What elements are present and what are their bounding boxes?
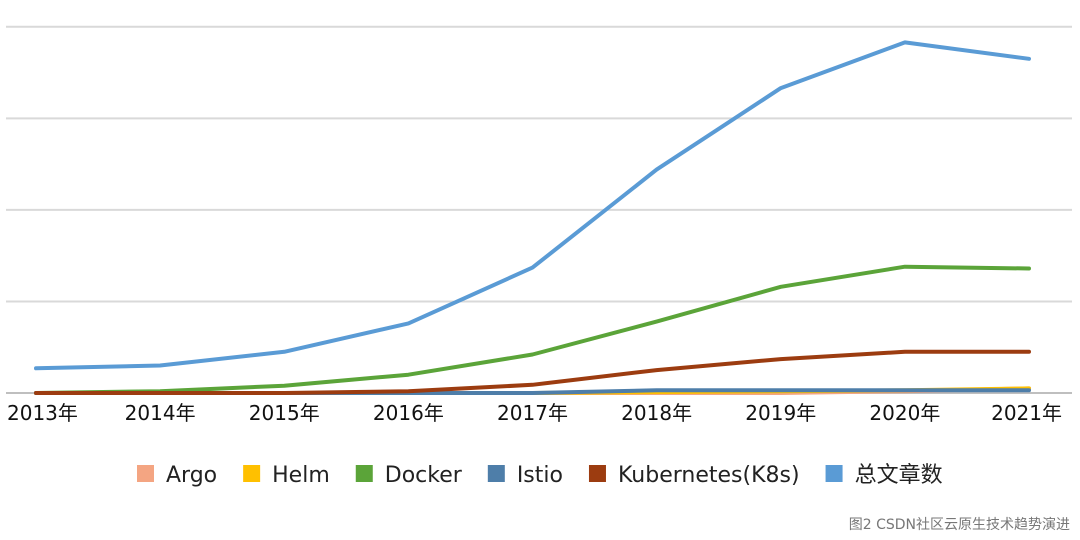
- legend-item: 总文章数: [825, 463, 943, 488]
- series-lines: [34, 40, 1031, 395]
- x-tick-label: 2015年: [249, 401, 320, 425]
- x-tick-label: 2013年: [7, 401, 78, 425]
- legend-label: Helm: [272, 463, 330, 488]
- legend-label: Docker: [385, 463, 463, 488]
- legend-label: Istio: [517, 463, 563, 488]
- legend-item: Argo: [137, 463, 217, 488]
- series-line-4: [34, 349, 1031, 395]
- legend-item: Docker: [355, 463, 463, 488]
- x-tick-label: 2014年: [125, 401, 196, 425]
- x-tick-label: 2021年: [991, 401, 1062, 425]
- legend-swatch: [243, 465, 261, 482]
- legend-label: Argo: [166, 463, 217, 488]
- legend-item: Istio: [487, 463, 563, 488]
- figure-caption: 图2 CSDN社区云原生技术趋势演进: [848, 517, 1070, 533]
- x-tick-label: 2016年: [373, 401, 444, 425]
- legend-item: Helm: [243, 463, 330, 488]
- legend-swatch: [487, 465, 505, 482]
- x-tick-label: 2019年: [745, 401, 816, 425]
- legend-swatch: [825, 465, 843, 482]
- legend-label: 总文章数: [855, 463, 943, 488]
- legend-swatch: [355, 465, 373, 482]
- series-line-5: [34, 40, 1031, 371]
- legend-item: Kubernetes(K8s): [588, 463, 800, 488]
- gridlines: [6, 25, 1072, 394]
- legend: Argo Helm Docker Istio Kubernetes(K8s) 总文章数: [137, 463, 943, 488]
- series-line-2: [34, 264, 1031, 395]
- legend-label: Kubernetes(K8s): [618, 463, 800, 488]
- legend-swatch: [137, 465, 154, 482]
- x-tick-labels: 2013年 2014年 2015年 2016年 2017年 2018年 2019年 2020年…: [7, 401, 1062, 425]
- x-tick-label: 2018年: [621, 401, 692, 425]
- x-tick-label: 2020年: [869, 401, 940, 425]
- legend-swatch: [588, 465, 606, 482]
- x-tick-label: 2017年: [497, 401, 568, 425]
